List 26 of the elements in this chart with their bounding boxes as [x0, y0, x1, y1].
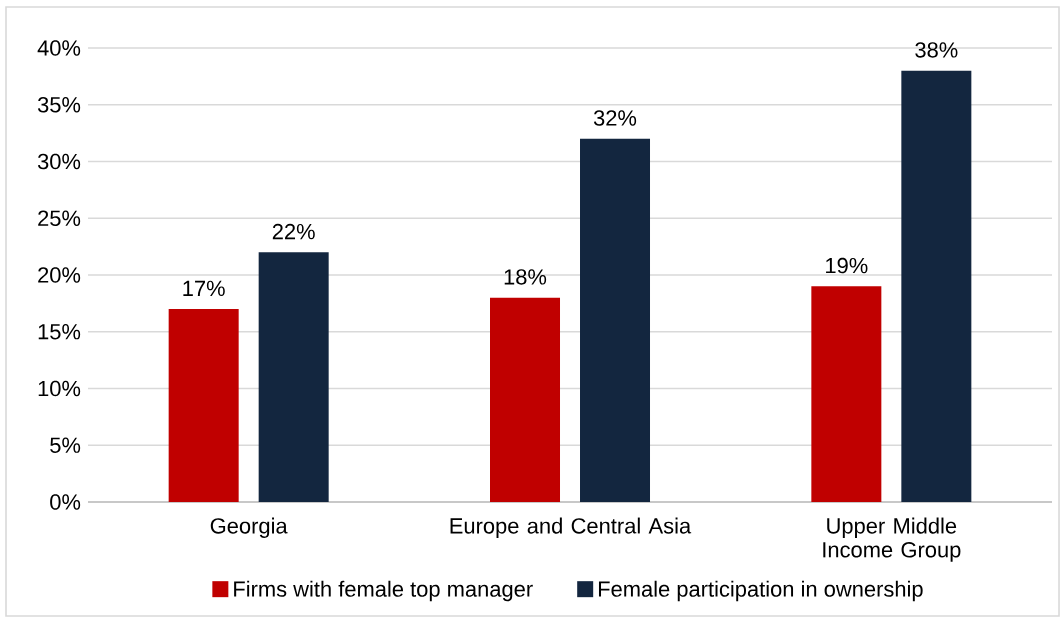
x-tick-label: Europe and Central Asia	[450, 517, 692, 538]
bar	[258, 252, 329, 502]
y-tick-label: 5%	[50, 437, 81, 453]
y-tick-label: 10%	[38, 380, 81, 397]
y-tick-label: 40%	[37, 40, 81, 56]
bar	[580, 138, 651, 502]
y-tick-label: 0%	[50, 494, 81, 510]
data-label: 22%	[272, 223, 315, 240]
bar	[811, 286, 882, 502]
y-tick-label: 20%	[38, 267, 81, 283]
data-label: 19%	[826, 257, 868, 274]
data-label: 17%	[183, 280, 225, 297]
x-tick-label: Upper Middle Income Group	[823, 517, 961, 562]
y-tick-label: 30%	[37, 153, 81, 170]
y-tick-label: 25%	[38, 210, 81, 227]
data-label: 38%	[915, 42, 958, 58]
bar	[490, 297, 561, 502]
data-label: 18%	[504, 269, 547, 285]
legend-label: Firms with female top manager	[234, 580, 533, 602]
y-tick-label: 35%	[37, 97, 81, 113]
data-label: 32%	[593, 110, 637, 126]
y-tick-label: 15%	[38, 324, 81, 340]
bar	[901, 70, 972, 502]
bar	[168, 309, 239, 502]
x-tick-label: Georgia	[210, 517, 288, 538]
legend-label: Female participation in ownership	[598, 580, 923, 602]
